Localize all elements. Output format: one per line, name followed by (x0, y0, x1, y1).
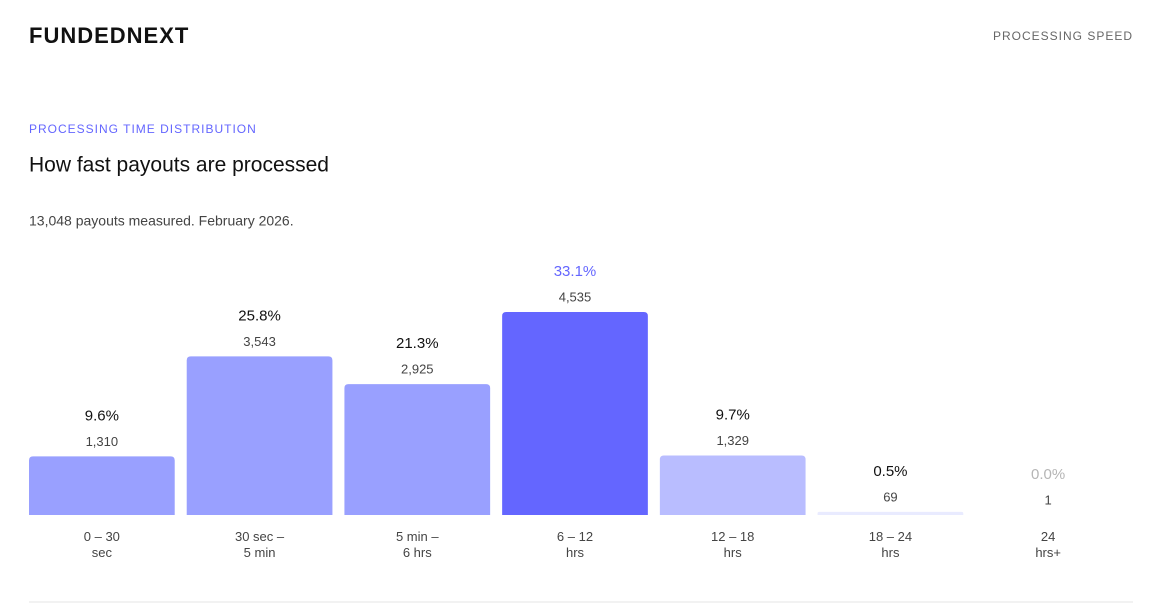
bar (659, 455, 806, 515)
x-tick-label: 0 – 30 sec (84, 529, 120, 560)
value-label: 1 (1045, 492, 1052, 507)
x-tick-line: hrs (881, 545, 900, 560)
value-label: 1,329 (716, 433, 749, 448)
x-tick-line: 12 – 18 (711, 529, 754, 544)
share-label: 9.7% (716, 406, 750, 423)
x-tick-line: 6 hrs (403, 545, 432, 560)
bar (502, 312, 648, 515)
bar (817, 511, 964, 515)
value-label: 2,925 (401, 362, 434, 377)
value-label: 4,535 (559, 289, 592, 304)
eyebrow: PROCESSING TIME DISTRIBUTION (29, 122, 257, 136)
x-tick-label: 12 – 18 hrs (711, 529, 754, 560)
bar (29, 456, 175, 515)
share-label: 0.0% (1031, 466, 1065, 483)
share-label: 9.6% (85, 407, 119, 424)
x-tick-label: 6 – 12 hrs (557, 529, 593, 560)
x-tick-line: sec (92, 545, 113, 560)
x-tick-label: 30 sec –5 min (235, 529, 285, 560)
x-tick-label: 18 – 24 hrs (869, 529, 912, 560)
x-tick-line: 6 – 12 (557, 529, 593, 544)
share-label: 25.8% (238, 307, 281, 324)
bar (186, 356, 333, 515)
x-tick-line: 30 sec – (235, 529, 285, 544)
x-tick-line: 18 – 24 (869, 529, 912, 544)
share-label: 33.1% (554, 263, 597, 280)
x-tick-label: 5 min –6 hrs (396, 529, 439, 560)
value-label: 1,310 (86, 434, 119, 449)
x-tick-line: 24 (1041, 529, 1055, 544)
chart-title: How fast payouts are processed (29, 154, 329, 177)
x-tick-line: hrs+ (1035, 545, 1061, 560)
x-tick-line: hrs (724, 545, 743, 560)
x-tick-line: 5 min – (396, 529, 439, 544)
subtitle: 13,048 payouts measured. February 2026. (29, 213, 294, 229)
share-label: 0.5% (873, 463, 907, 480)
share-label: 21.3% (396, 335, 439, 352)
value-label: 69 (883, 489, 897, 504)
x-tick-line: 0 – 30 (84, 529, 120, 544)
bar (344, 384, 491, 515)
logo: FUNDEDNEXT (29, 23, 189, 48)
x-tick-line: 5 min (244, 545, 276, 560)
x-tick-line: hrs (566, 545, 585, 560)
value-label: 3,543 (243, 334, 276, 349)
x-tick-label: 24 hrs+ (1035, 529, 1061, 560)
nav-link[interactable]: PROCESSING SPEED (993, 29, 1133, 43)
